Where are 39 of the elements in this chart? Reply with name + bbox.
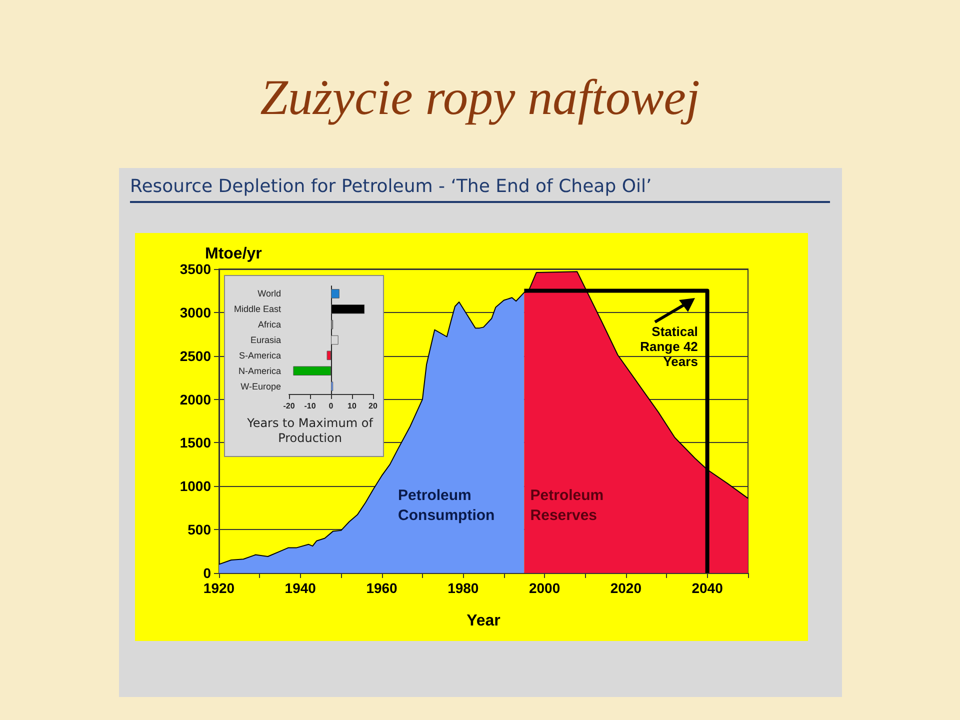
- x-tick-label: -10: [304, 402, 316, 410]
- series-label: Petroleum Reserves: [530, 486, 605, 526]
- bar: [293, 366, 331, 376]
- bar: [326, 350, 331, 360]
- y-tick-label: 2500: [180, 348, 212, 364]
- chart-title: Zużycie ropy naftowej: [259, 68, 701, 126]
- series-label: Petroleum Consumption: [398, 486, 496, 526]
- x-tick-label: -20: [283, 402, 296, 410]
- y-tick-label: 3000: [180, 304, 212, 320]
- y-tick-label: W-Europe: [240, 381, 281, 392]
- x-axis-title: Years to Maximum of Production: [246, 416, 374, 446]
- y-tick-label: 500: [188, 522, 212, 538]
- x-axis-title: Year: [466, 612, 500, 630]
- x-tick-label: 0: [328, 402, 334, 410]
- y-tick-label: N-America: [238, 366, 281, 376]
- bar: [331, 304, 365, 314]
- y-tick-label: Africa: [258, 320, 281, 330]
- x-tick-label: 1960: [366, 580, 398, 596]
- x-tick-label: 1940: [284, 580, 316, 596]
- x-tick-label: 2040: [692, 580, 724, 596]
- x-tick-label: 2000: [528, 580, 560, 596]
- y-tick-label: Eurasia: [250, 335, 281, 345]
- annotation: Statical Range 42 Years: [639, 324, 698, 370]
- y-tick-label: 0: [203, 565, 212, 581]
- y-axis-title: Mtoe/yr: [205, 246, 262, 263]
- y-tick-label: Middle East: [234, 304, 282, 314]
- x-tick-label: 1980: [448, 580, 479, 596]
- y-tick-label: 1000: [180, 478, 212, 494]
- x-tick-label: 1920: [203, 580, 235, 596]
- x-tick-label: 2020: [610, 580, 642, 596]
- bar: [331, 289, 340, 298]
- y-tick-label: 1500: [180, 434, 212, 451]
- y-tick-label: S-America: [238, 350, 281, 360]
- y-tick-label: World: [258, 288, 281, 299]
- x-tick-label: 10: [348, 402, 357, 410]
- bar: [331, 335, 338, 345]
- y-tick-label: 3500: [180, 261, 212, 277]
- x-tick-label: 20: [368, 402, 378, 410]
- chart-subtitle: Resource Depletion for Petroleum - ‘The End of Cheap Oil’: [130, 176, 830, 203]
